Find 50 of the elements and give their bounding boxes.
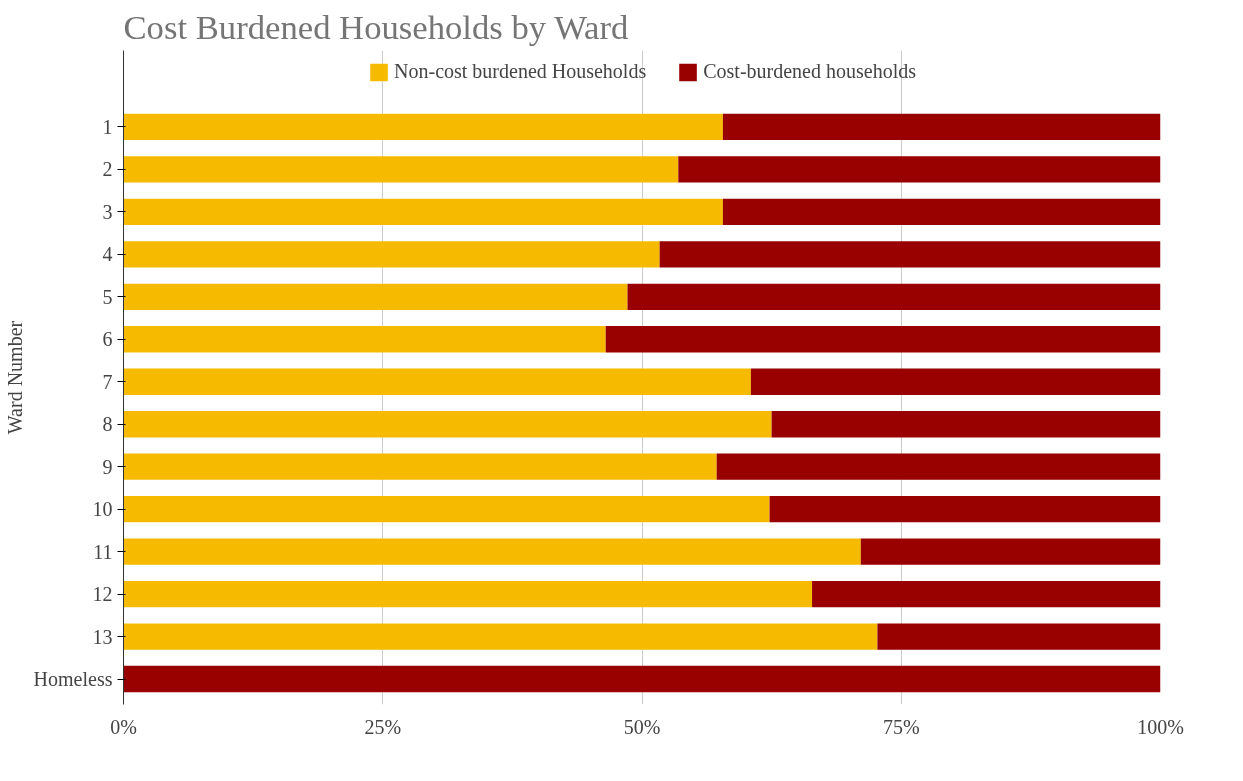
bar [678,156,1161,183]
y-tick-label: 9 [102,455,113,478]
bar [123,113,723,141]
bar [716,453,1161,480]
bar [123,241,660,268]
legend-label: Non-cost burdened Households [394,60,647,83]
y-tick-label: 6 [102,328,113,351]
bar [860,538,1161,565]
y-tick-label: 12 [92,583,113,606]
x-tick-label: 75% [882,715,920,738]
bar [123,665,1161,693]
bar [659,241,1161,268]
y-tick-label: 3 [102,200,113,223]
y-tick-label: 7 [102,370,113,393]
bar [812,580,1161,608]
y-tick-label: 10 [92,498,113,521]
bar [627,283,1161,310]
x-tick-label: 0% [110,715,137,738]
y-tick-label: 5 [102,285,113,308]
y-tick-label: 4 [102,243,113,266]
x-tick-label: 50% [623,715,661,738]
bar [771,411,1161,438]
y-tick-label: 8 [102,413,113,436]
chart-title: Cost Burdened Households by Ward [123,7,629,46]
bar [123,326,606,353]
bar [605,326,1161,353]
bar [123,538,861,565]
y-tick-label: 2 [102,158,113,181]
bar [123,368,751,395]
x-tick-label: 25% [364,715,402,738]
y-tick-label: 13 [92,625,113,648]
bar [769,495,1161,523]
y-tick-label: 11 [93,540,113,563]
bar [123,283,628,310]
y-tick-label: Homeless [33,668,113,691]
bar [123,198,723,226]
bar [750,368,1161,395]
bar [123,411,772,438]
bar [123,495,770,523]
legend-label: Cost-burdened households [703,60,916,83]
x-tick-label: 100% [1137,715,1184,738]
bar [877,623,1161,650]
bar [722,113,1161,141]
y-axis-title: Ward Number [3,320,26,435]
bar [123,580,813,608]
bar [123,623,878,650]
y-tick-label: 1 [102,115,113,138]
bar [123,156,679,183]
bar [722,198,1161,226]
bar [123,453,717,480]
